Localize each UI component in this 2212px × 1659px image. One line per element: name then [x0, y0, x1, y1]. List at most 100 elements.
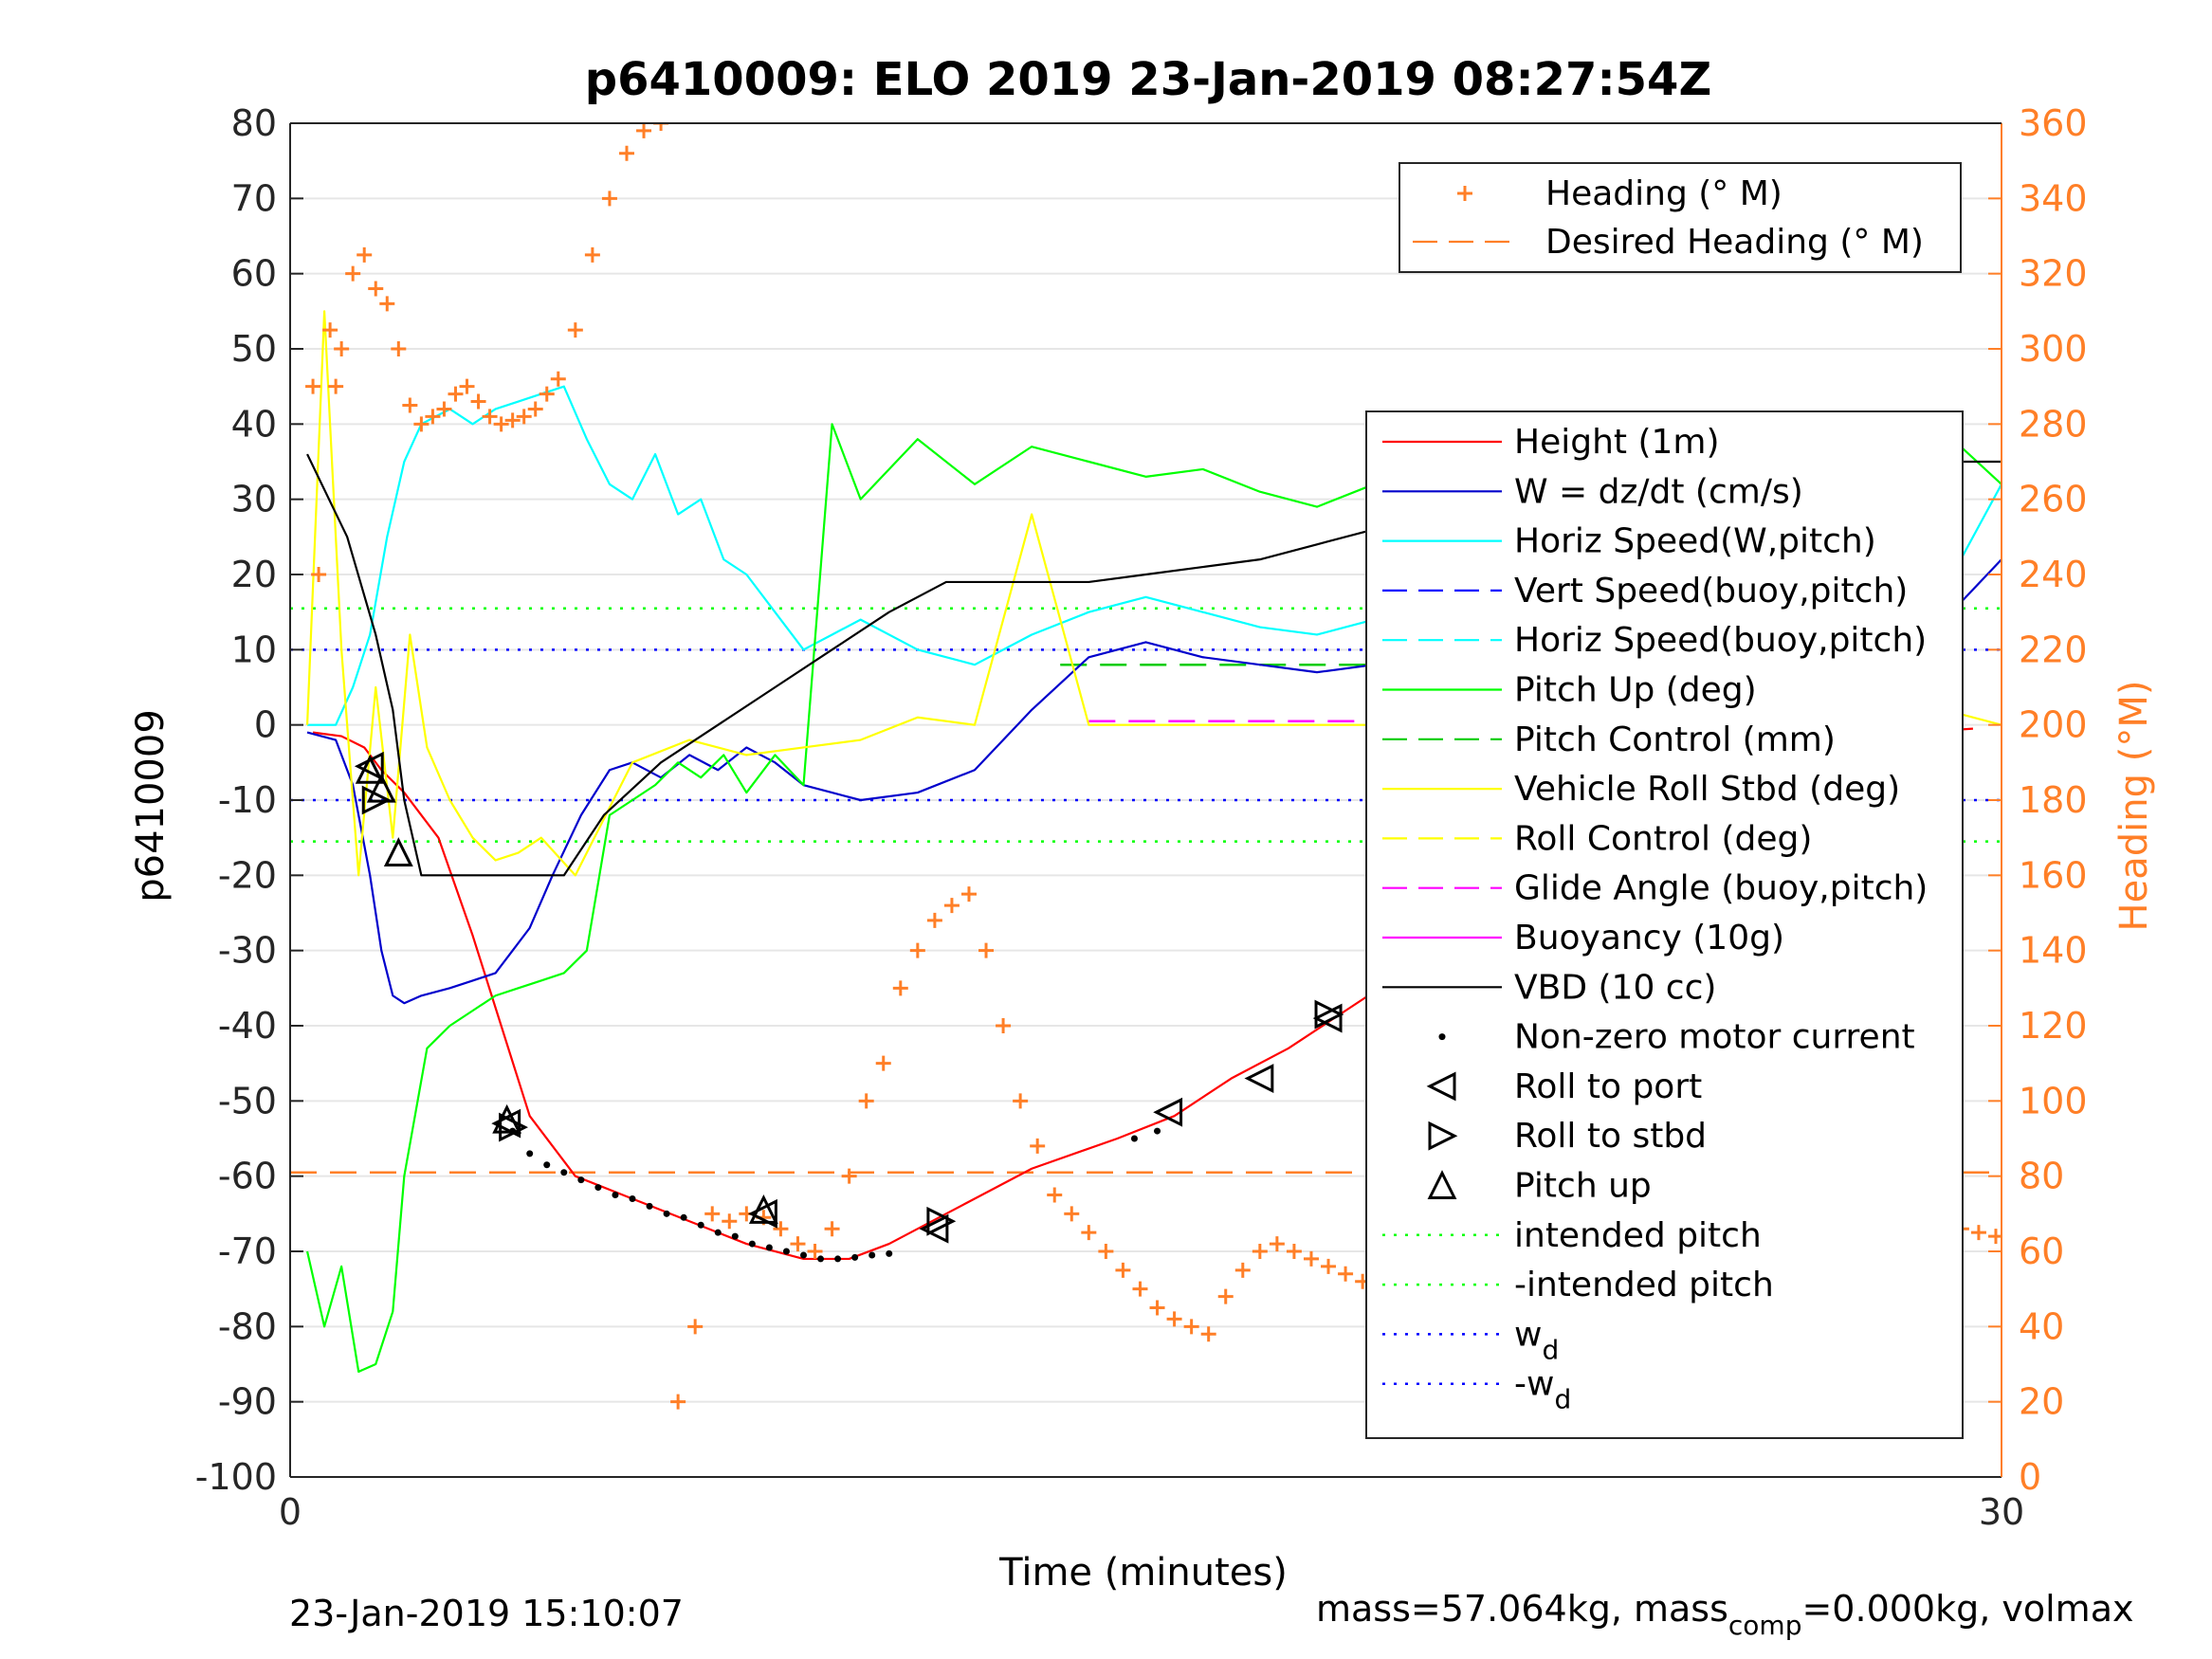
legend-swatch-dot [1438, 1033, 1446, 1041]
heading-point [704, 1206, 721, 1222]
heading-point [1252, 1244, 1268, 1259]
heading-point [960, 886, 977, 902]
legend-label: Vert Speed(buoy,pitch) [1514, 572, 1908, 611]
legend-label: Buoyancy (10g) [1514, 919, 1784, 957]
motor-current-dot [731, 1232, 739, 1240]
heading-point [841, 1168, 857, 1184]
legend-label-text: Pitch Control (mm) [1514, 720, 1836, 759]
legend-swatch-tri-left [1426, 1071, 1456, 1102]
legend-label-text: VBD (10 cc) [1514, 968, 1716, 1007]
heading-point [402, 397, 418, 413]
roll-port-marker [1244, 1064, 1274, 1093]
heading-point [653, 123, 669, 131]
y-tick-label: 40 [231, 403, 277, 445]
heading-point [1303, 1250, 1319, 1267]
heading-point [1081, 1225, 1097, 1241]
y2-tick-label: 120 [2019, 1005, 2088, 1047]
footer-date: 23-Jan-2019 15:10:07 [289, 1593, 684, 1634]
y-tick-label: -70 [218, 1231, 277, 1272]
heading-point [345, 265, 361, 282]
heading-point [909, 942, 925, 958]
chart-title: p6410009: ELO 2019 23-Jan-2019 08:27:54Z [585, 53, 1712, 106]
heading-point [1321, 1258, 1337, 1274]
heading-point [773, 1221, 789, 1237]
heading-point [807, 1244, 823, 1259]
heading-point [482, 409, 498, 425]
legend-label: Pitch Up (deg) [1514, 671, 1757, 710]
heading-point [470, 393, 486, 410]
motor-current-dot [765, 1244, 773, 1251]
legend-heading: Heading (° M) Desired Heading (° M) [1398, 162, 1962, 273]
heading-point [391, 341, 407, 356]
legend-top-box [1398, 162, 1962, 273]
legend-main-box [1365, 410, 1964, 1439]
heading-point [305, 378, 321, 394]
pitch-up-marker [383, 837, 413, 867]
legend-label: Roll to port [1514, 1067, 1702, 1106]
legend-label-text: Vehicle Roll Stbd (deg) [1514, 770, 1900, 809]
y2-tick-label: 220 [2019, 629, 2088, 670]
motor-current-dot [697, 1221, 704, 1229]
pitch-up-marker [492, 1103, 522, 1134]
y-tick-label: -90 [218, 1381, 277, 1423]
legend-main: Height (1m) W = dz/dt (cm/s) Horiz Speed(W… [1365, 410, 1964, 1439]
heading-point [459, 378, 475, 394]
y2-tick-label: 80 [2019, 1156, 2064, 1197]
heading-point [448, 386, 464, 402]
y-tick-label: -10 [218, 779, 277, 821]
y2-tick-label: 280 [2019, 403, 2088, 445]
y2-tick-label: 260 [2019, 479, 2088, 520]
motor-current-dot [646, 1202, 653, 1210]
legend-label-text: W = dz/dt (cm/s) [1514, 472, 1803, 511]
y-tick-label: 50 [231, 328, 277, 370]
heading-point [790, 1236, 806, 1252]
legend-label-sub: d [1554, 1384, 1571, 1415]
legend-label-text: -intended pitch [1514, 1266, 1774, 1304]
legend-label-text: intended pitch [1514, 1216, 1762, 1255]
legend-label: Roll Control (deg) [1514, 819, 1812, 858]
y2-tick-label: 140 [2019, 930, 2088, 972]
heading-point [618, 145, 634, 161]
legend-label-text: Buoyancy (10g) [1514, 919, 1784, 957]
y-tick-label: -60 [218, 1156, 277, 1197]
legend-label-text: Glide Angle (buoy,pitch) [1514, 869, 1928, 908]
heading-point [334, 341, 350, 356]
heading-point [550, 371, 566, 387]
heading-point [1217, 1288, 1234, 1304]
legend-label: intended pitch [1514, 1216, 1762, 1255]
legend-label: wd [1514, 1315, 1559, 1365]
y-tick-label: -80 [218, 1305, 277, 1347]
heading-point [527, 401, 543, 417]
legend-label: Horiz Speed(W,pitch) [1514, 522, 1876, 561]
heading-point [875, 1055, 891, 1071]
y-tick-label: -100 [195, 1456, 277, 1498]
heading-point [1338, 1266, 1354, 1282]
y2-tick-label: 200 [2019, 704, 2088, 746]
heading-point [601, 191, 617, 207]
heading-point [722, 1213, 738, 1230]
heading-point [584, 246, 600, 263]
legend-swatch-tri-right [1428, 1121, 1458, 1151]
y-tick-label: -20 [218, 854, 277, 896]
roll-port-marker [1312, 1003, 1343, 1033]
heading-point [824, 1221, 840, 1237]
y2-tick-label: 20 [2019, 1381, 2064, 1423]
legend-label-text: Roll to port [1514, 1067, 1702, 1106]
heading-point [1132, 1281, 1148, 1297]
motor-current-dot [851, 1253, 859, 1261]
heading-point [413, 416, 430, 432]
heading-point [996, 1018, 1012, 1033]
legend-swatch-plus [1457, 186, 1472, 201]
y2-axis-label: Heading (°M) [2112, 681, 2156, 932]
motor-current-dot [577, 1176, 585, 1184]
motor-current-dot [868, 1251, 876, 1259]
legend-label: Pitch up [1514, 1167, 1652, 1206]
heading-point [1970, 1225, 1986, 1241]
heading-point [1115, 1262, 1131, 1278]
legend-label-text: Horiz Speed(W,pitch) [1514, 522, 1876, 561]
motor-current-dot [526, 1150, 534, 1158]
y-tick-label: 10 [231, 629, 277, 670]
heading-point [926, 912, 942, 928]
y2-tick-label: 180 [2019, 779, 2088, 821]
